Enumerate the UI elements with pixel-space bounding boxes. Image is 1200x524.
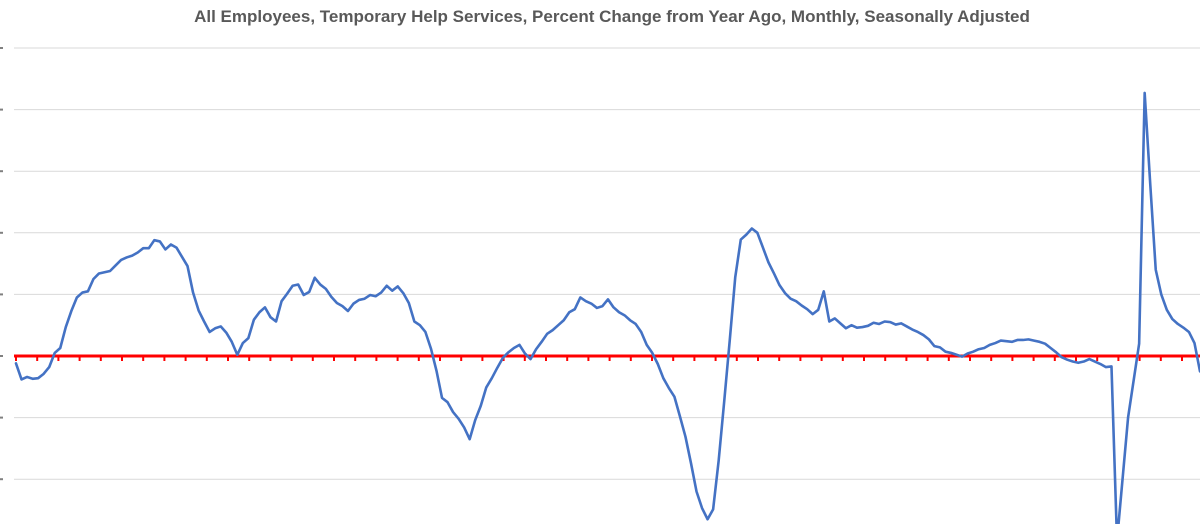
series-layer bbox=[14, 91, 1200, 524]
chart-title: All Employees, Temporary Help Services, … bbox=[194, 7, 1030, 26]
zero-reference-line bbox=[14, 354, 1200, 361]
y-axis-ticks bbox=[0, 47, 3, 481]
gridlines bbox=[14, 47, 1200, 480]
series-line bbox=[14, 91, 1200, 524]
